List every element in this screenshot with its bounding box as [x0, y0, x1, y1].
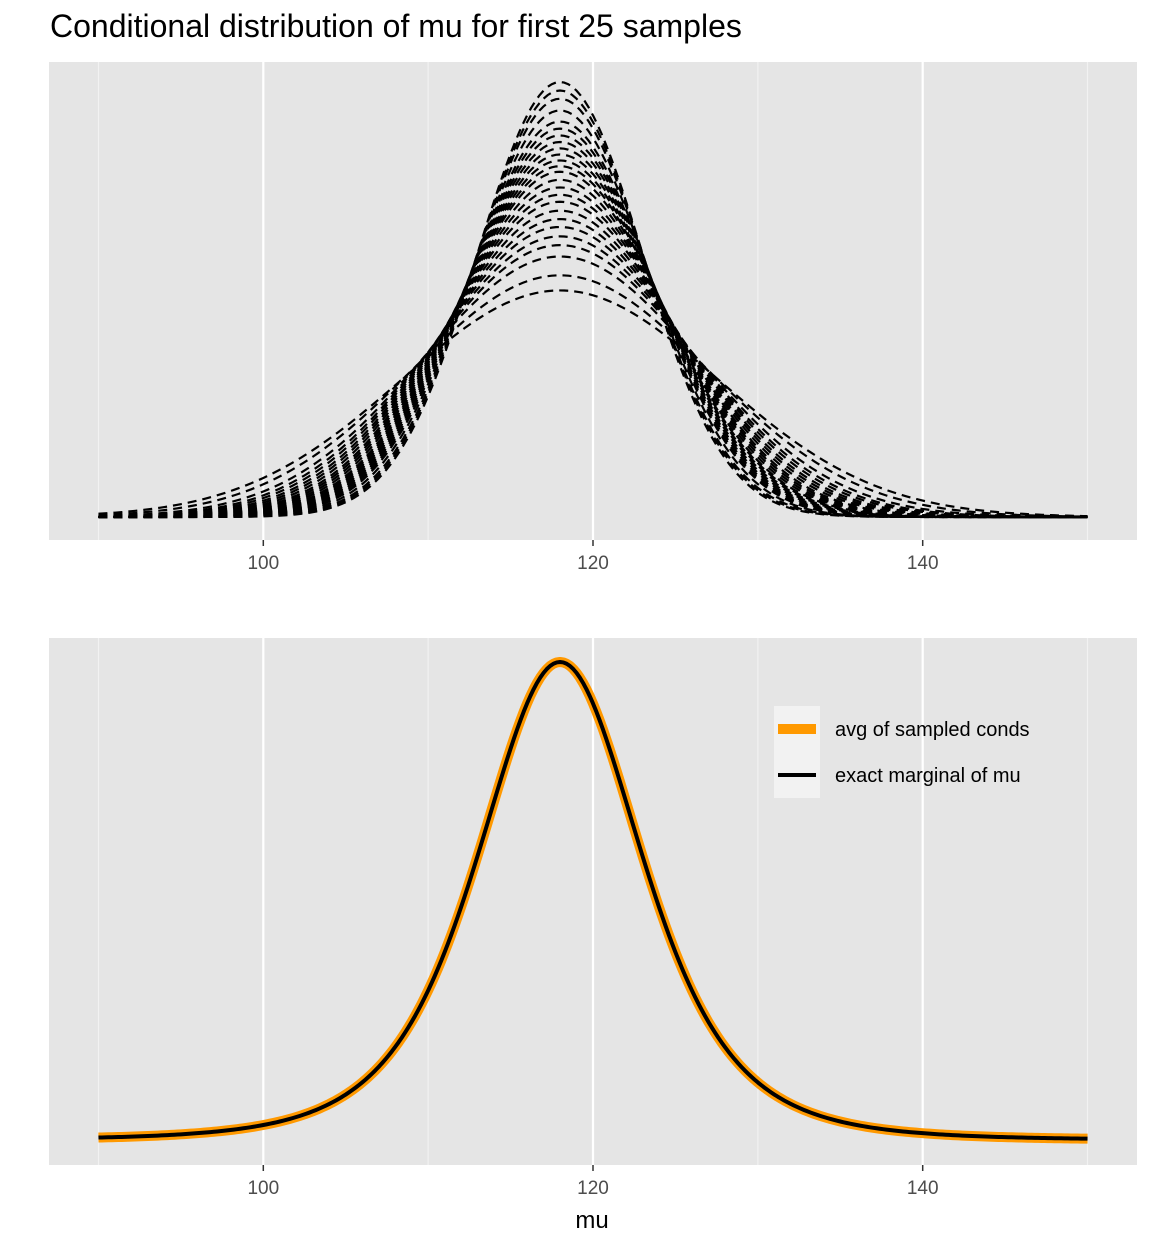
conditional-density-line-18	[98, 209, 1088, 519]
conditional-density-line-11	[98, 159, 1088, 519]
x-tick-label: 120	[577, 1178, 609, 1199]
conditional-density-line-20	[98, 225, 1088, 519]
legend: avg of sampled conds exact marginal of mu	[774, 706, 1030, 798]
chart-title: Conditional distribution of mu for first…	[50, 8, 742, 44]
exact-marginal-line	[98, 660, 1088, 1141]
conditional-density-line-2	[98, 89, 1088, 519]
conditional-density-line-23	[98, 255, 1088, 518]
conditional-density-line-12	[98, 165, 1088, 519]
x-tick-label: 100	[247, 1178, 279, 1199]
x-axis-title: mu	[575, 1207, 608, 1234]
conditional-density-line-19	[98, 217, 1088, 519]
x-tick-label: 120	[577, 553, 609, 574]
conditional-density-line-25	[98, 289, 1088, 518]
x-tick-label: 140	[907, 1178, 939, 1199]
conditional-density-line-22	[98, 244, 1088, 519]
legend-key-background	[774, 706, 820, 798]
conditional-density-line-17	[98, 200, 1088, 519]
conditional-density-line-24	[98, 274, 1088, 518]
legend-label-1: avg of sampled conds	[835, 719, 1030, 741]
bottom-panel: 100 120 140 avg of sampled conds exact margi…	[49, 638, 1137, 1199]
x-tick-label: 100	[247, 553, 279, 574]
conditional-density-line-15	[98, 186, 1088, 519]
conditional-density-line-16	[98, 193, 1088, 519]
x-tick-label: 140	[907, 553, 939, 574]
conditional-density-line-21	[98, 235, 1088, 519]
legend-label-2: exact marginal of mu	[835, 765, 1021, 787]
top-panel: 100 120 140	[49, 62, 1137, 574]
